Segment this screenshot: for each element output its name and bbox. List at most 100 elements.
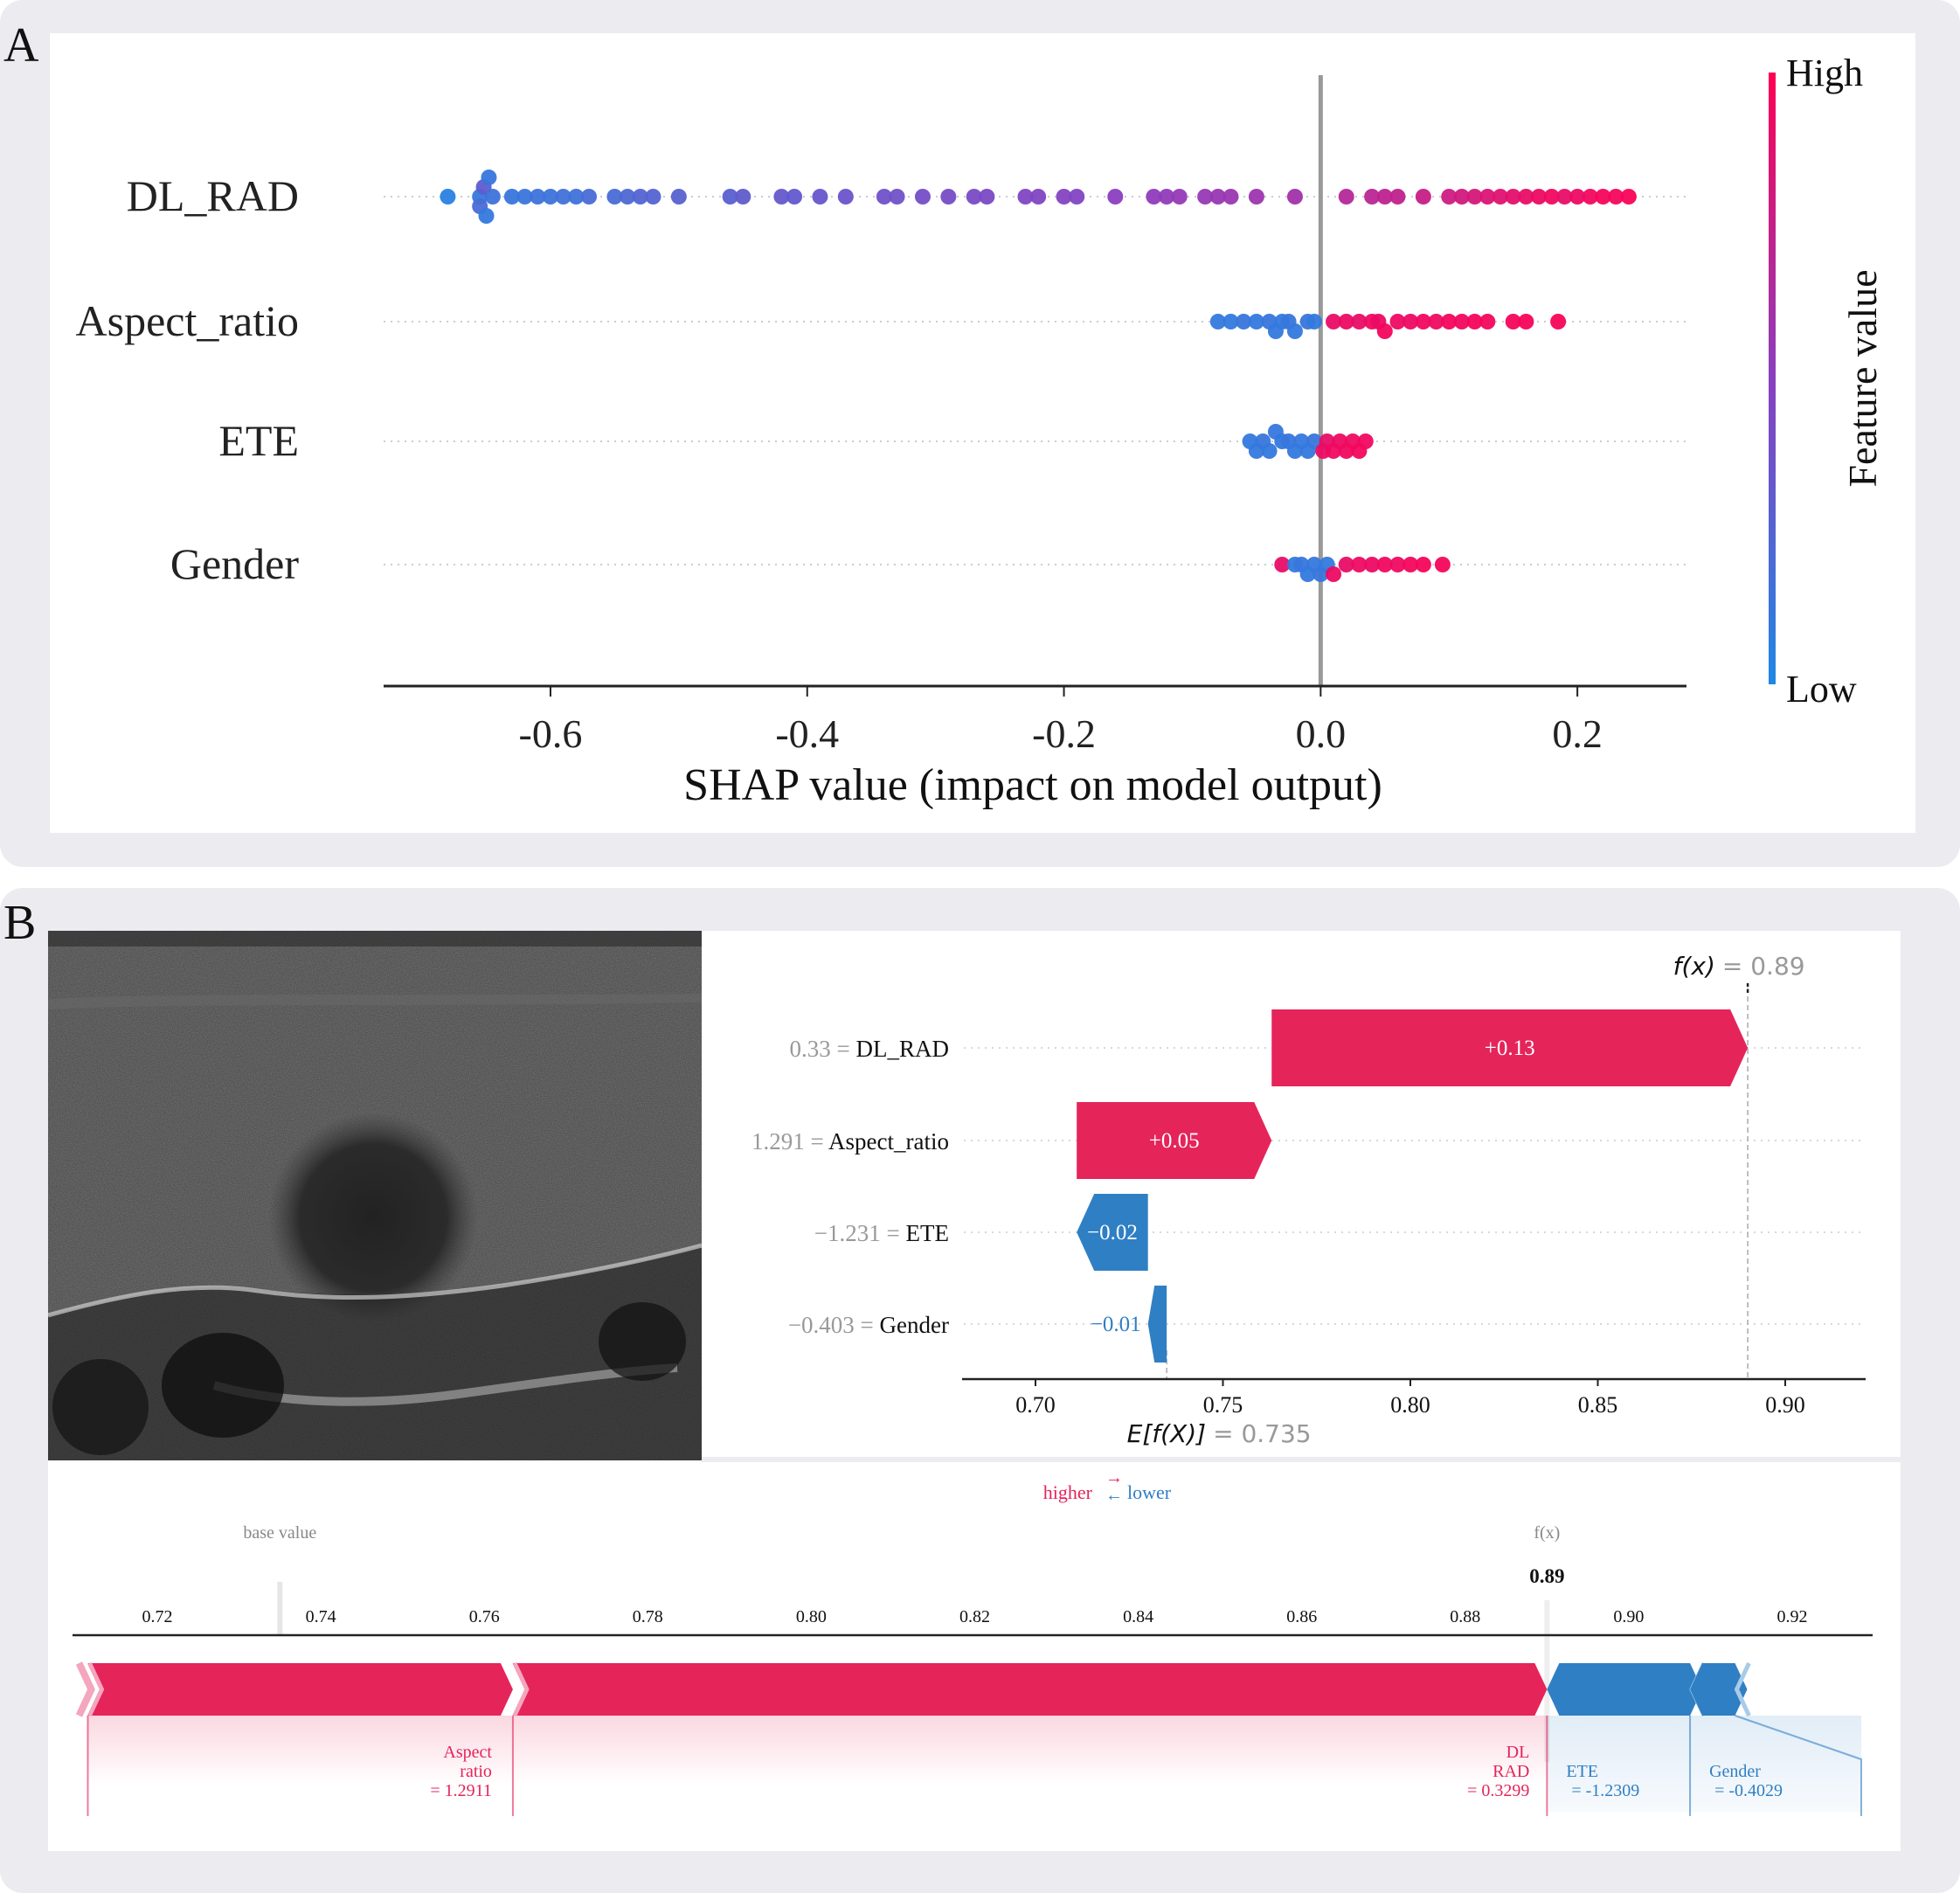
neg-label-area <box>1547 1716 1861 1812</box>
x-axis-title: SHAP value (impact on model output) <box>683 760 1382 810</box>
data-point <box>812 189 828 205</box>
force-label-DL_RAD: = 0.3299 <box>1467 1781 1529 1800</box>
data-point <box>1595 189 1611 205</box>
ex-value: = 0.735 <box>1213 1419 1312 1448</box>
force-segment-DL_RAD <box>512 1663 1548 1716</box>
feature-label: Gender <box>170 539 299 588</box>
data-point <box>1543 189 1560 205</box>
force-segment-Gender <box>1690 1663 1748 1716</box>
fx-label: f(x) <box>1534 1523 1560 1543</box>
data-point <box>620 189 636 205</box>
data-point <box>1428 314 1444 329</box>
segment-chevron <box>512 1661 530 1717</box>
x-tick-label: 0.74 <box>306 1607 336 1626</box>
x-tick-label: 0.92 <box>1777 1607 1808 1626</box>
waterfall-row-label: 0.33 = DL_RAD <box>790 1036 949 1062</box>
data-point <box>1171 189 1188 205</box>
data-point <box>1582 189 1598 205</box>
data-point <box>1389 557 1406 572</box>
panel-a-plot-area <box>50 33 1915 833</box>
feature-label: Aspect_ratio <box>76 296 299 345</box>
data-point <box>979 189 995 205</box>
waterfall-bar-label: +0.05 <box>1149 1129 1200 1153</box>
data-point <box>1326 314 1342 329</box>
data-point <box>837 189 854 205</box>
data-point <box>1479 314 1496 329</box>
x-tick-label: 0.90 <box>1765 1392 1805 1418</box>
x-tick-label: 0.75 <box>1203 1392 1243 1418</box>
data-point <box>1608 189 1624 205</box>
data-point <box>481 170 497 185</box>
waterfall-bar-DL_RAD <box>1271 1009 1749 1086</box>
data-point <box>503 189 520 205</box>
x-tick-label: 0.85 <box>1578 1392 1618 1418</box>
data-point <box>606 189 623 205</box>
x-tick-label: 0.0 <box>1296 711 1347 756</box>
data-point <box>1453 314 1470 329</box>
x-tick-label: 0.90 <box>1613 1607 1644 1626</box>
data-point <box>940 189 957 205</box>
x-tick-label: 0.80 <box>796 1607 827 1626</box>
feature-label: DL_RAD <box>127 171 299 220</box>
data-point <box>1146 189 1162 205</box>
x-tick-label: 0.88 <box>1450 1607 1480 1626</box>
base-value-marker <box>277 1582 283 1634</box>
feature-value-text: −1.231 = <box>814 1220 906 1246</box>
data-point <box>722 189 738 205</box>
data-point <box>1351 314 1368 329</box>
series-Gender <box>1274 557 1451 582</box>
data-point <box>530 189 546 205</box>
data-point <box>1441 314 1458 329</box>
data-point <box>1389 189 1406 205</box>
waterfall-row-label: 1.291 = Aspect_ratio <box>751 1128 949 1155</box>
data-point <box>1236 314 1252 329</box>
data-point <box>1364 557 1381 572</box>
segment-edge-line <box>1735 1715 1862 1816</box>
feature-label: ETE <box>218 416 299 465</box>
data-point <box>670 189 687 205</box>
data-point <box>1518 189 1534 205</box>
force-label-Gender: = -0.4029 <box>1714 1781 1783 1800</box>
data-point <box>735 189 751 205</box>
data-point <box>786 189 803 205</box>
shap-force-chart: higher →← lower base value f(x) 0.89 0.72 0.74 0… <box>73 1468 1873 1816</box>
higher-label: higher <box>1043 1481 1093 1503</box>
data-point <box>1550 314 1567 329</box>
force-label-Aspect_ratio: = 1.2911 <box>430 1781 492 1800</box>
data-point <box>1466 314 1483 329</box>
feature-name: DL_RAD <box>856 1036 950 1062</box>
data-point <box>1222 314 1239 329</box>
data-point <box>1364 189 1381 205</box>
force-label-ETE: ETE <box>1566 1762 1598 1781</box>
fx-marker <box>1544 1600 1550 1762</box>
feature-name: Gender <box>880 1312 949 1338</box>
x-tick-label: 0.2 <box>1552 711 1603 756</box>
waterfall-row-label: −1.231 = ETE <box>814 1220 949 1246</box>
data-point <box>1376 323 1393 339</box>
feature-name: Aspect_ratio <box>828 1128 949 1155</box>
x-tick-label: 0.72 <box>142 1607 173 1626</box>
data-point <box>1466 189 1483 205</box>
colorbar-high-label: High <box>1786 52 1863 94</box>
data-point <box>632 189 648 205</box>
force-label-ETE: = -1.2309 <box>1571 1781 1639 1800</box>
data-point <box>1453 189 1470 205</box>
feature-name: ETE <box>906 1220 949 1246</box>
data-point <box>1415 557 1431 572</box>
colorbar <box>1769 73 1776 684</box>
data-point <box>1197 189 1214 205</box>
data-point <box>516 189 533 205</box>
data-point <box>1376 189 1393 205</box>
data-point <box>581 189 598 205</box>
data-point <box>1338 314 1354 329</box>
x-tick-label: 0.80 <box>1390 1392 1430 1418</box>
data-point <box>889 189 905 205</box>
data-point <box>1531 189 1548 205</box>
ultrasound-image <box>48 931 702 1460</box>
data-point <box>542 189 558 205</box>
data-point <box>1402 557 1419 572</box>
base-value-label: base value <box>243 1523 316 1543</box>
data-point <box>1222 189 1239 205</box>
force-label-Gender: Gender <box>1709 1762 1761 1781</box>
lower-arrow: ← <box>1105 1486 1123 1505</box>
